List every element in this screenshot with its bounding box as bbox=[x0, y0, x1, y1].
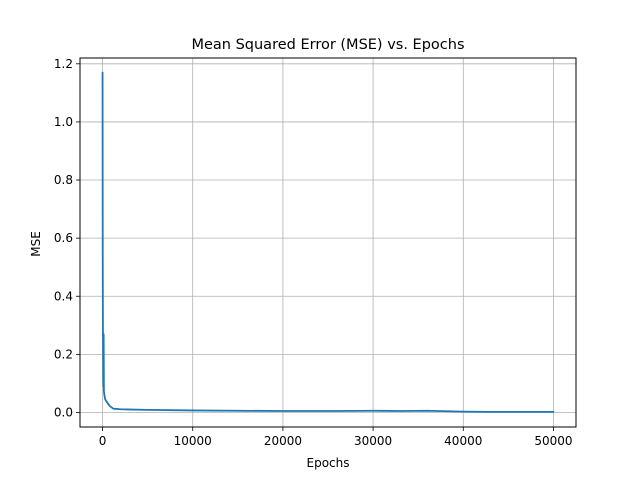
x-tick-label: 40000 bbox=[444, 434, 482, 448]
x-axis-label: Epochs bbox=[307, 456, 350, 470]
series-layer bbox=[101, 71, 555, 413]
y-axis-ticks: 0.0 0.2 0.4 0.6 0.8 1.0 1.2 bbox=[54, 57, 80, 419]
x-tick-label: 50000 bbox=[534, 434, 572, 448]
x-axis-ticks: 0 10000 20000 30000 40000 50000 bbox=[99, 427, 573, 448]
y-tick-label: 0.4 bbox=[54, 289, 73, 303]
y-tick-label: 0.8 bbox=[54, 173, 73, 187]
x-tick-label: 10000 bbox=[174, 434, 212, 448]
y-tick-label: 0.2 bbox=[54, 347, 73, 361]
series-line bbox=[101, 71, 555, 413]
y-tick-label: 1.0 bbox=[54, 115, 73, 129]
plot-frame bbox=[79, 57, 577, 428]
y-tick-label: 0.0 bbox=[54, 405, 73, 419]
y-tick-label: 1.2 bbox=[54, 57, 73, 71]
y-axis-label: MSE bbox=[29, 231, 43, 257]
chart-title: Mean Squared Error (MSE) vs. Epochs bbox=[191, 37, 464, 53]
x-tick-label: 0 bbox=[99, 434, 107, 448]
x-tick-label: 20000 bbox=[264, 434, 302, 448]
grid-lines bbox=[80, 58, 576, 427]
y-tick-label: 0.6 bbox=[54, 231, 73, 245]
x-tick-label: 30000 bbox=[354, 434, 392, 448]
